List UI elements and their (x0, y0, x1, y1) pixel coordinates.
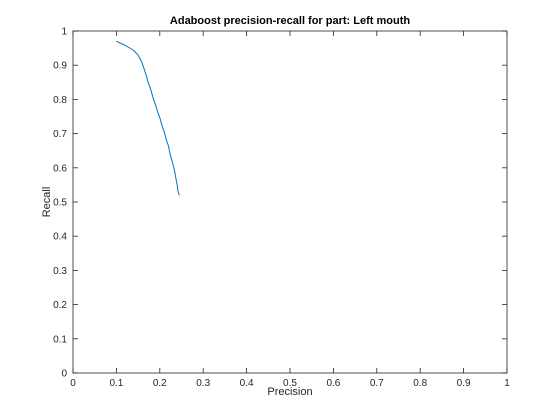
y-axis-title: Recall (41, 187, 53, 218)
x-tick-label: 0.6 (326, 378, 340, 389)
ticks-layer: 0 0.1 0.2 0.3 0.4 0.5 0.6 0.7 0.8 0.9 1 0 0.1 0.2 0.3 0… (53, 27, 510, 390)
x-axis-title: Precision (267, 386, 312, 398)
data-layer (116, 40, 180, 196)
x-tick-label: 0.8 (413, 378, 427, 389)
x-tick-label: 0.3 (196, 378, 210, 389)
x-tick-label: 0.9 (457, 378, 471, 389)
x-tick-label: 0 (70, 378, 76, 389)
y-tick-label: 0.4 (53, 232, 67, 243)
y-tick-label: 0.7 (53, 129, 67, 140)
y-tick-label: 1 (61, 27, 67, 38)
x-tick-label: 0.1 (109, 378, 123, 389)
plot-area (72, 30, 508, 374)
series-line (116, 40, 180, 196)
y-tick-label: 0.8 (53, 95, 67, 106)
x-tick-label: 1 (504, 378, 510, 389)
y-tick-label: 0.9 (53, 61, 67, 72)
chart-title: Adaboost precision-recall for part: Left… (170, 15, 410, 27)
y-tick-label: 0 (61, 369, 67, 380)
y-tick-label: 0.5 (53, 198, 67, 209)
axes-box (72, 30, 508, 374)
y-tick-label: 0.2 (53, 300, 67, 311)
x-tick-label: 0.4 (240, 378, 254, 389)
x-tick-label: 0.2 (153, 378, 167, 389)
y-tick-label: 0.3 (53, 266, 67, 277)
y-tick-label: 0.6 (53, 163, 67, 174)
y-tick-label: 0.1 (53, 334, 67, 345)
x-tick-label: 0.5 (283, 378, 297, 389)
x-tick-label: 0.7 (370, 378, 384, 389)
